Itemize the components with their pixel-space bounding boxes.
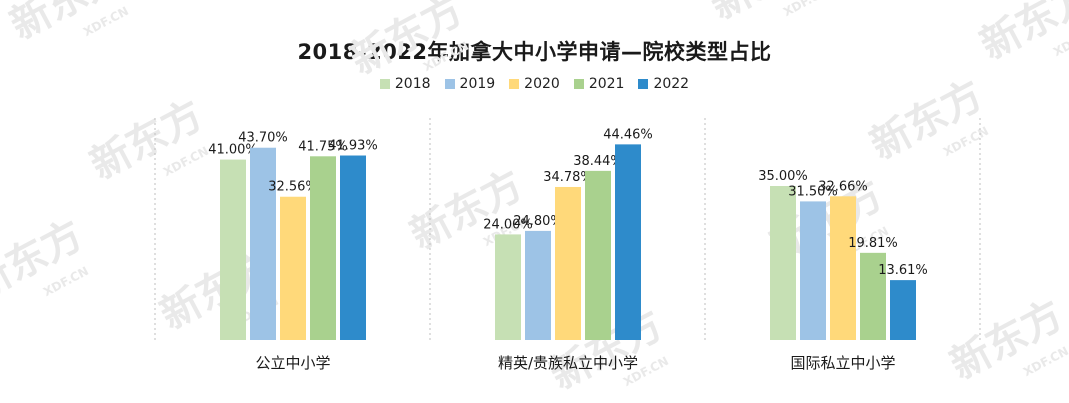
legend-item-2022: 2022 bbox=[638, 76, 689, 92]
bar-2021-0 bbox=[310, 156, 336, 340]
svg-text:新东方: 新东方 bbox=[863, 72, 991, 169]
legend-swatch bbox=[638, 79, 649, 89]
category-label: 公立中小学 bbox=[255, 354, 330, 372]
data-label: 34.78% bbox=[543, 170, 593, 185]
bar-2019-1 bbox=[525, 230, 551, 340]
bar-2021-2 bbox=[860, 252, 886, 340]
bar-2022-2 bbox=[890, 280, 916, 340]
bar-2022-0 bbox=[340, 155, 366, 340]
legend-label: 2018 bbox=[394, 76, 431, 92]
svg-text:XDF.CN: XDF.CN bbox=[781, 0, 831, 19]
bar-2019-2 bbox=[800, 201, 826, 340]
category-label: 精英/贵族私立中小学 bbox=[498, 354, 638, 372]
legend-item-2021: 2021 bbox=[573, 76, 625, 92]
bar-2019-0 bbox=[250, 147, 276, 340]
data-label: 24.00% bbox=[483, 217, 533, 232]
chart-title: 2018-2022年加拿大中小学申请—院校类型占比 bbox=[297, 40, 772, 64]
data-label: 32.66% bbox=[818, 179, 868, 194]
data-label: 13.61% bbox=[878, 263, 928, 278]
bar-2021-1 bbox=[585, 170, 611, 340]
data-label: 41.00% bbox=[208, 143, 258, 158]
legend-swatch bbox=[573, 79, 584, 89]
bar-2020-0 bbox=[280, 196, 306, 340]
legend-item-2018: 2018 bbox=[379, 76, 431, 92]
data-label: 44.46% bbox=[603, 127, 653, 142]
svg-text:新东方: 新东方 bbox=[83, 92, 211, 189]
bar-2018-0 bbox=[220, 159, 246, 340]
data-label: 19.81% bbox=[848, 236, 898, 251]
legend: 2018 2019 2020 2021 2022 bbox=[0, 76, 1069, 92]
legend-label: 2022 bbox=[653, 76, 690, 92]
data-label: 41.93% bbox=[328, 139, 378, 154]
legend-item-2020: 2020 bbox=[509, 76, 560, 92]
data-label: 35.00% bbox=[758, 169, 808, 184]
category-label: 国际私立中小学 bbox=[790, 354, 895, 372]
data-label: 24.80% bbox=[513, 214, 563, 229]
bar-2020-1 bbox=[555, 186, 581, 340]
data-label: 41.75% bbox=[298, 139, 348, 154]
legend-label: 2021 bbox=[588, 76, 625, 92]
legend-label: 2020 bbox=[524, 76, 560, 92]
legend-swatch bbox=[379, 79, 390, 89]
data-label: 43.70% bbox=[238, 131, 288, 146]
data-label: 38.44% bbox=[573, 154, 623, 169]
data-label: 32.56% bbox=[268, 180, 318, 195]
bar-2020-2 bbox=[830, 196, 856, 340]
data-label: 31.50% bbox=[788, 184, 838, 199]
svg-text:新东方: 新东方 bbox=[343, 0, 471, 84]
svg-text:新东方: 新东方 bbox=[943, 292, 1069, 389]
bar-2022-1 bbox=[615, 144, 641, 340]
legend-swatch bbox=[509, 79, 520, 89]
bar-2018-1 bbox=[495, 234, 521, 340]
legend-label: 2019 bbox=[459, 76, 496, 92]
legend-swatch bbox=[444, 79, 455, 89]
svg-text:新东方: 新东方 bbox=[973, 0, 1069, 69]
legend-item-2019: 2019 bbox=[444, 76, 496, 92]
bar-2018-2 bbox=[770, 186, 796, 340]
